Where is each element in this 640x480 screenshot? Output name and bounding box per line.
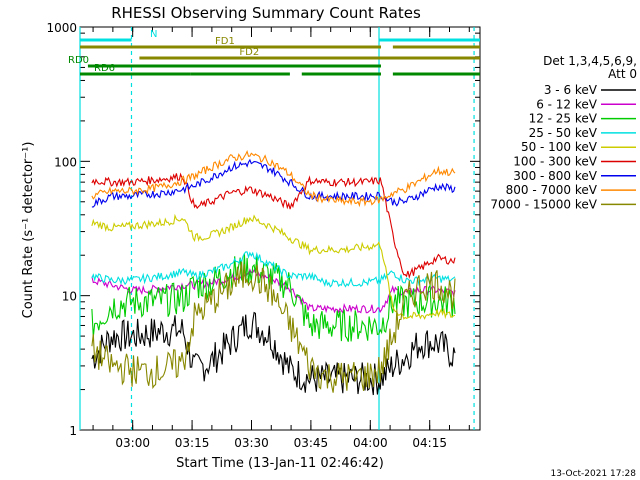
series-line-6-12-kev bbox=[91, 268, 456, 315]
footer-timestamp: 13-Oct-2021 17:28 bbox=[551, 469, 637, 479]
legend-entry-label: 300 - 800 keV bbox=[513, 169, 597, 183]
plot-area: 1 10 100 1000 03:00 03:15 03:30 03:45 04:00 04:15… bbox=[46, 21, 481, 450]
series-line-25-50-kev bbox=[91, 251, 456, 288]
legend-entry-label: 6 - 12 keV bbox=[536, 97, 598, 111]
chart-title: RHESSI Observing Summary Count Rates bbox=[111, 4, 421, 22]
series-line-3-6-kev bbox=[91, 311, 456, 396]
series-line-50-100-kev bbox=[91, 213, 456, 320]
legend-header: Det 1,3,4,5,6,9, bbox=[543, 54, 637, 68]
series-line-800-7000-kev bbox=[91, 149, 456, 208]
x-tick-label: 03:15 bbox=[175, 436, 210, 450]
segment-label-n: N bbox=[150, 29, 157, 40]
y-axis-label: Count Rate (s⁻¹ detector⁻¹) bbox=[21, 142, 36, 319]
x-axis-label: Start Time (13-Jan-11 02:46:42) bbox=[176, 456, 384, 471]
segment-label-fd2: FD2 bbox=[239, 47, 259, 58]
segment-label-rd0: RD0 bbox=[68, 55, 89, 66]
y-tick-label: 100 bbox=[54, 155, 77, 169]
x-tick-label: 03:00 bbox=[115, 436, 150, 450]
series-line-300-800-kev bbox=[91, 158, 456, 208]
legend-entry-label: 25 - 50 keV bbox=[529, 126, 598, 140]
x-tick-label: 04:15 bbox=[412, 436, 447, 450]
x-tick-label: 04:00 bbox=[353, 436, 388, 450]
legend-entry-label: 800 - 7000 keV bbox=[506, 183, 598, 197]
legend-entry-label: 12 - 25 keV bbox=[529, 112, 598, 126]
y-tick-label: 1 bbox=[69, 424, 77, 438]
segment-label-fd1: FD1 bbox=[215, 36, 235, 47]
series-line-7000-15000-kev bbox=[91, 261, 456, 393]
legend-header: Att 0 bbox=[608, 67, 637, 81]
legend-entry-label: 3 - 6 keV bbox=[544, 83, 598, 97]
series-line-100-300-kev bbox=[91, 172, 456, 279]
legend-entry-label: 7000 - 15000 keV bbox=[490, 197, 597, 211]
y-tick-label: 1000 bbox=[46, 21, 77, 35]
y-tick-label: 10 bbox=[62, 290, 77, 304]
x-tick-label: 03:45 bbox=[294, 436, 329, 450]
segment-label-rd6: RD6 bbox=[94, 63, 115, 74]
x-tick-label: 03:30 bbox=[234, 436, 269, 450]
legend-entry-label: 100 - 300 keV bbox=[513, 155, 597, 169]
legend-entry-label: 50 - 100 keV bbox=[521, 140, 598, 154]
